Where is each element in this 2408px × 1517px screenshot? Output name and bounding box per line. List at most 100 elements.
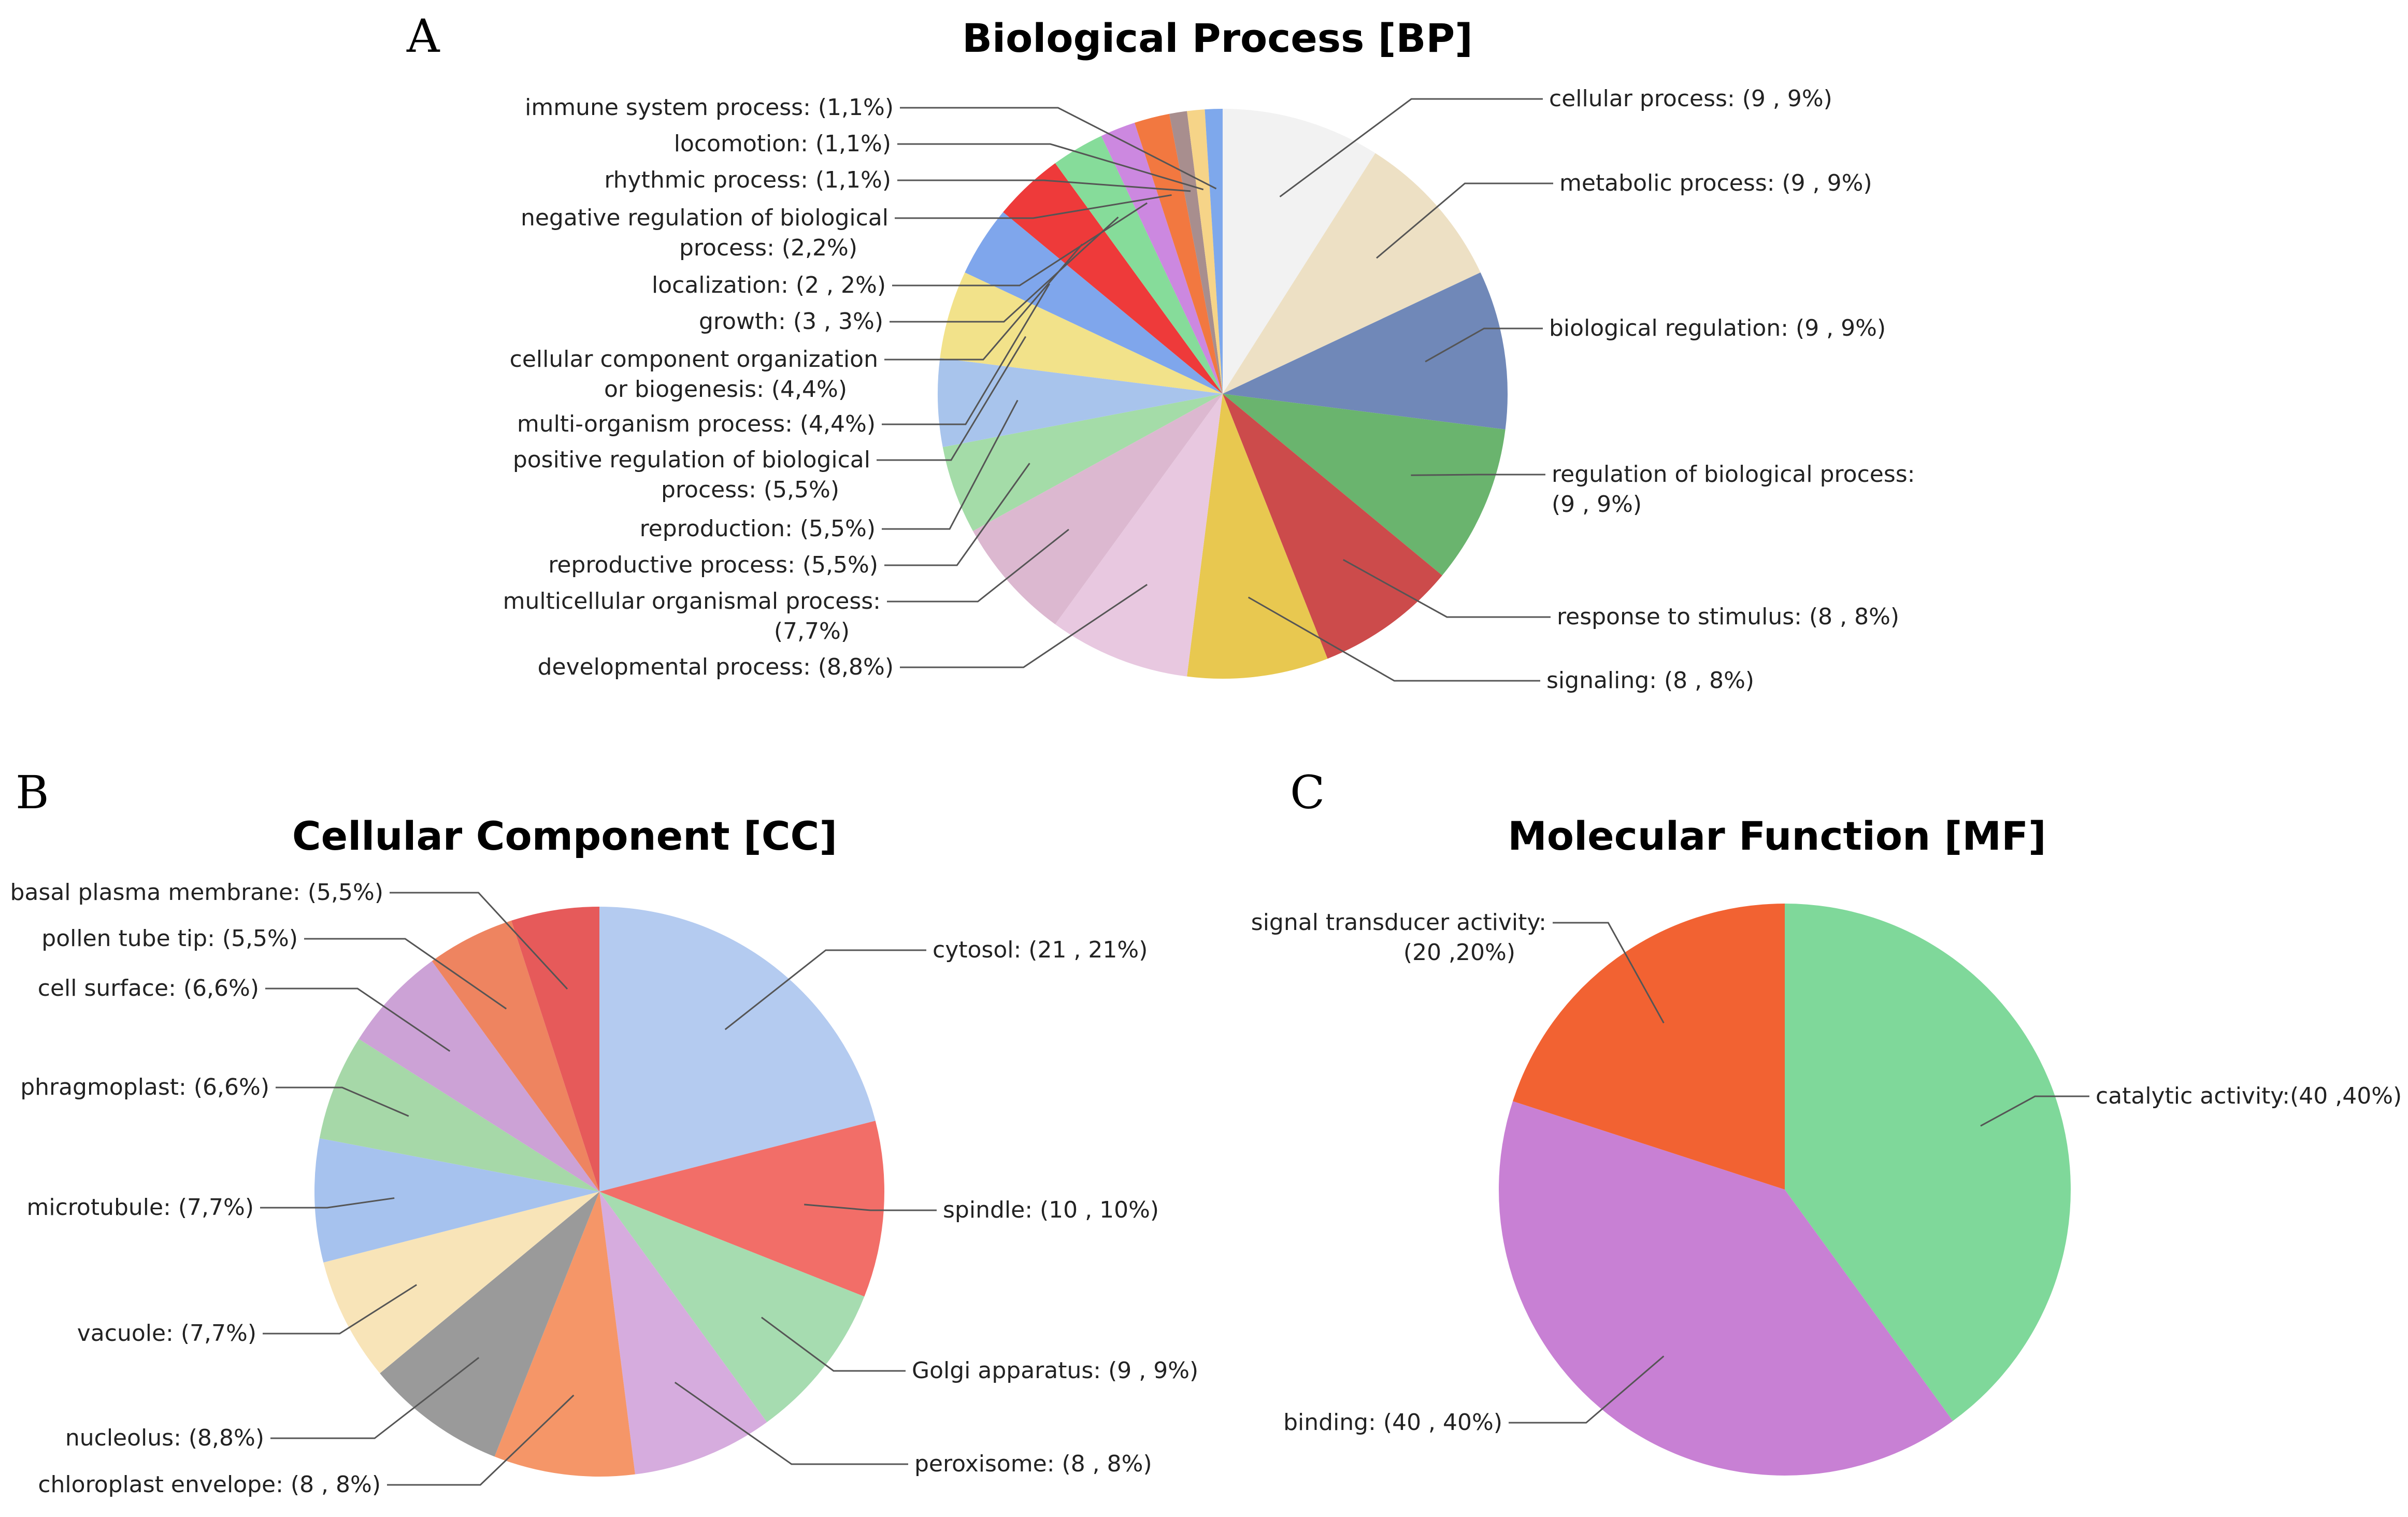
cc-leader-line-5 (270, 1357, 480, 1439)
bp-slice-label-10: positive regulation of biological process… (513, 447, 870, 503)
cc-slice-label-1: spindle: (10 , 10%) (943, 1197, 1159, 1223)
cc-slice-6 (323, 1192, 599, 1373)
bp-slice-label-12: cellular component organization or biogen… (510, 346, 878, 403)
cc-leader-line-7 (260, 1197, 395, 1209)
bp-leader-line-1 (1376, 182, 1553, 259)
bp-leader-line-5 (1248, 596, 1540, 682)
bp-slice-8 (942, 394, 1223, 531)
bp-leader-line-12 (884, 244, 1083, 361)
cc-slice-7 (314, 1138, 599, 1263)
cc-leader-line-3 (674, 1381, 908, 1465)
mf-slice-2 (1513, 904, 1785, 1190)
bp-slice-18 (1205, 109, 1223, 394)
cc-slice-label-8: phragmoplast: (6,6%) (20, 1074, 269, 1100)
cc-slice-10 (432, 920, 599, 1192)
bp-slice-label-15: negative regulation of biological process… (521, 205, 888, 261)
cc-leader-line-8 (276, 1086, 409, 1117)
bp-slice-label-6: developmental process: (8,8%) (538, 654, 894, 680)
bp-slice-7 (973, 394, 1223, 624)
panel-letter-a: A (406, 9, 440, 63)
bp-slice-14 (1101, 122, 1223, 394)
cc-slice-9 (359, 961, 599, 1192)
bp-leader-line-8 (884, 463, 1030, 566)
mf-slice-1 (1499, 1101, 1953, 1476)
cc-slice-label-11: basal plasma membrane: (5,5%) (10, 879, 384, 906)
bp-leader-line-11 (882, 283, 1050, 425)
mf-leader-line-0 (1980, 1095, 2089, 1127)
mf-slice-label-2: signal transducer activity: (20 ,20%) (1251, 909, 1546, 966)
bp-slice-label-13: growth: (3 , 3%) (699, 308, 883, 335)
cc-pie-chart: cytosol: (21 , 21%) spindle: (10 , 10%) Go… (10, 879, 1199, 1498)
cc-leader-line-10 (304, 938, 507, 1010)
cc-slice-2 (599, 1192, 865, 1422)
bp-leader-line-10 (877, 336, 1027, 461)
panel-letter-b: B (16, 766, 49, 819)
cc-leader-line-1 (804, 1204, 937, 1211)
cc-slice-label-0: cytosol: (21 , 21%) (933, 937, 1148, 963)
bp-leader-line-18 (900, 107, 1217, 190)
bp-slice-label-0: cellular process: (9 , 9%) (1549, 85, 1832, 112)
bp-slice-label-8: reproductive process: (5,5%) (548, 552, 878, 578)
bp-slice-label-16: rhythmic process: (1,1%) (604, 167, 891, 193)
bp-slice-2 (1223, 272, 1508, 430)
bp-slice-4 (1223, 394, 1442, 659)
cc-leader-line-9 (265, 988, 451, 1052)
bp-slice-label-14: localization: (2 , 2%) (652, 272, 886, 298)
bp-leader-line-17 (897, 143, 1204, 191)
bp-slice-label-2: biological regulation: (9 , 9%) (1549, 315, 1886, 341)
cc-chart-title: Cellular Component [CC] (292, 813, 837, 859)
bp-slice-label-11: multi-organism process: (4,4%) (517, 411, 876, 437)
cc-slice-label-2: Golgi apparatus: (9 , 9%) (912, 1357, 1198, 1384)
bp-slice-label-3: regulation of biological process: (9 , 9%… (1552, 461, 1915, 518)
mf-slice-0 (1785, 904, 2071, 1421)
cc-slice-label-5: nucleolus: (8,8%) (65, 1425, 264, 1451)
bp-slice-10 (940, 272, 1223, 394)
panel-letter-c: C (1290, 766, 1325, 819)
bp-slice-1 (1223, 153, 1481, 394)
bp-slice-label-17: locomotion: (1,1%) (674, 131, 891, 157)
bp-slice-label-1: metabolic process: (9 , 9%) (1559, 170, 1872, 196)
bp-leader-line-13 (890, 217, 1119, 323)
bp-slice-15 (1135, 113, 1223, 394)
cc-slice-11 (511, 907, 599, 1192)
cc-slice-5 (380, 1192, 599, 1457)
mf-chart-title: Molecular Function [MF] (1508, 813, 2046, 859)
bp-slice-label-5: signaling: (8 , 8%) (1546, 667, 1754, 694)
cc-slice-label-6: vacuole: (7,7%) (77, 1320, 256, 1347)
cc-slice-label-7: microtubule: (7,7%) (27, 1194, 254, 1221)
cc-leader-line-11 (390, 892, 568, 990)
bp-slice-11 (965, 212, 1223, 394)
cc-slice-label-10: pollen tube tip: (5,5%) (41, 925, 298, 952)
bp-chart-title: Biological Process [BP] (962, 15, 1473, 61)
cc-leader-line-4 (387, 1394, 575, 1486)
cc-slice-0 (599, 907, 876, 1192)
bp-leader-line-7 (887, 528, 1069, 603)
mf-pie-chart: catalytic activity:(40 ,40%) binding: (40… (1251, 904, 2402, 1476)
bp-slice-label-4: response to stimulus: (8 , 8%) (1557, 604, 1899, 630)
bp-slice-0 (1223, 109, 1375, 394)
bp-slice-13 (1055, 136, 1223, 394)
bp-leader-line-16 (897, 179, 1191, 192)
bp-leader-line-0 (1279, 98, 1543, 197)
bp-leader-line-14 (892, 202, 1148, 287)
bp-leader-line-2 (1425, 327, 1543, 363)
cc-slice-label-4: chloroplast envelope: (8 , 8%) (38, 1471, 381, 1498)
mf-slice-label-1: binding: (40 , 40%) (1283, 1409, 1502, 1436)
bp-slice-label-18: immune system process: (1,1%) (525, 94, 894, 121)
bp-slice-label-7: multicellular organismal process: (7,7%) (503, 588, 881, 645)
cc-leader-line-2 (761, 1316, 906, 1372)
cc-leader-line-6 (263, 1284, 417, 1335)
mf-leader-line-2 (1553, 922, 1665, 1024)
bp-slice-17 (1187, 109, 1223, 394)
bp-pie-chart: cellular process: (9 , 9%) metabolic proc… (503, 85, 1915, 694)
mf-leader-line-1 (1509, 1355, 1665, 1424)
cc-slice-label-9: cell surface: (6,6%) (38, 975, 259, 1001)
cc-slice-4 (494, 1192, 635, 1477)
bp-slice-12 (1003, 163, 1223, 394)
cc-slice-1 (599, 1121, 884, 1297)
bp-slice-label-9: reproduction: (5,5%) (640, 516, 876, 542)
bp-leader-line-9 (882, 399, 1019, 530)
bp-slice-5 (1187, 394, 1328, 679)
bp-leader-line-4 (1343, 559, 1551, 618)
bp-slice-3 (1223, 394, 1506, 576)
